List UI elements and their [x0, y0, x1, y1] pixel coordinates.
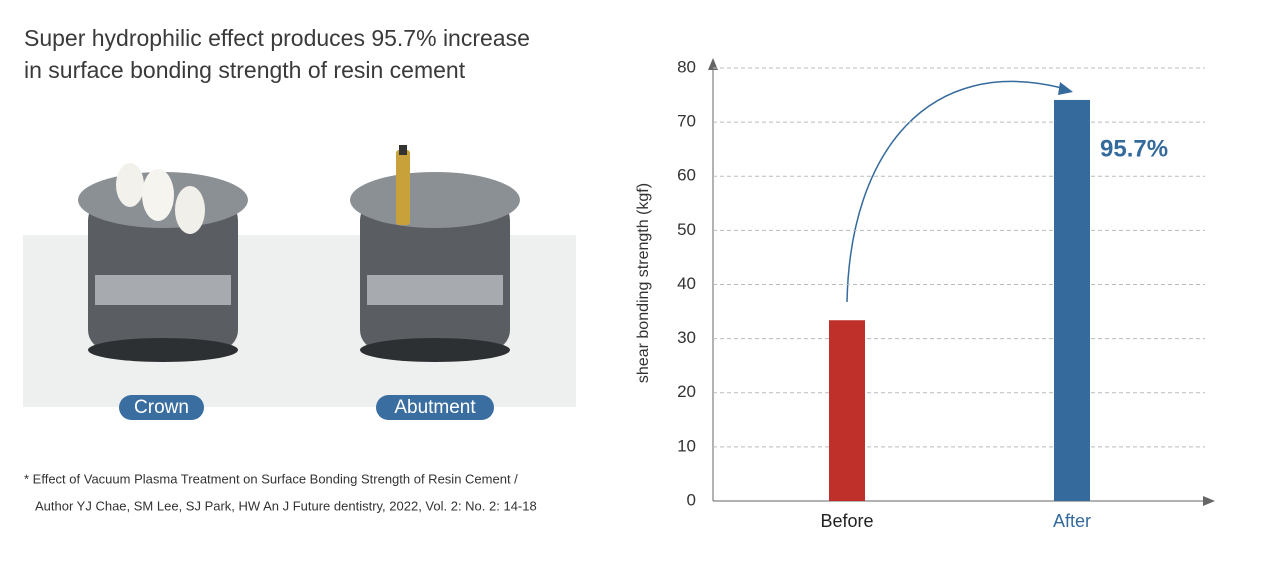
y-tick-label: 50	[677, 220, 696, 239]
image-label: Abutment	[394, 397, 476, 418]
crown-device	[78, 163, 248, 362]
label-pill	[119, 395, 204, 420]
bar	[829, 320, 865, 501]
axis-arrow	[1203, 496, 1215, 506]
annotation: 95.7%	[1100, 135, 1168, 162]
x-tick-label: After	[1053, 511, 1091, 531]
y-tick-label: 10	[677, 436, 696, 455]
y-tick-label: 20	[677, 382, 696, 401]
y-tick-label: 40	[677, 274, 696, 293]
abutment-device	[350, 145, 520, 362]
headline: Super hydrophilic effect produces 95.7% …	[24, 25, 530, 51]
y-axis-label: shear bonding strength (kgf)	[635, 183, 652, 383]
increase-arrow	[846, 80, 1063, 303]
headline: in surface bonding strength of resin cem…	[24, 57, 466, 83]
label-pill	[376, 395, 494, 420]
axis-arrow	[708, 58, 718, 70]
footnote: Author YJ Chae, SM Lee, SJ Park, HW An J…	[35, 498, 537, 513]
image-label: Crown	[134, 397, 189, 418]
bar	[1054, 99, 1090, 501]
y-tick-label: 0	[687, 490, 696, 509]
y-tick-label: 70	[677, 112, 696, 131]
increase-arrow-head	[1058, 82, 1073, 95]
footnote: * Effect of Vacuum Plasma Treatment on S…	[24, 471, 518, 486]
y-tick-label: 30	[677, 328, 696, 347]
y-tick-label: 60	[677, 166, 696, 185]
x-tick-label: Before	[820, 511, 873, 531]
y-tick-label: 80	[677, 57, 696, 76]
